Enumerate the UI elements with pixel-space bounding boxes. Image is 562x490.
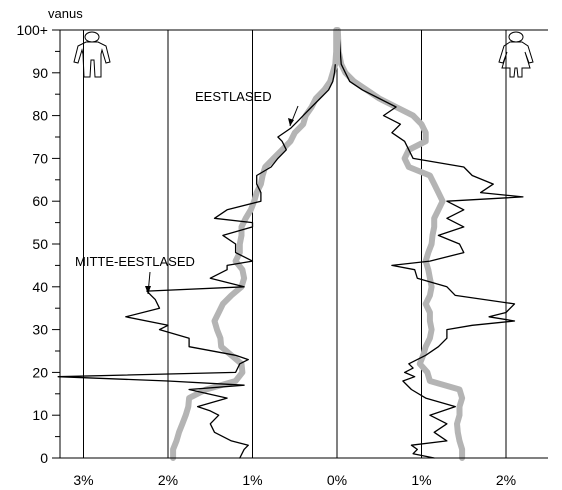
y-tick-label: 50 (32, 236, 48, 252)
x-tick-label: 3% (73, 472, 93, 488)
series-mitte-eestlased-female-line (338, 29, 524, 459)
male-figure-icon (73, 31, 111, 78)
x-tick-label: 1% (411, 472, 431, 488)
annotation-eestlased: EESTLASED (195, 89, 272, 104)
y-tick-label: 0 (40, 450, 48, 466)
x-tick-label: 0% (327, 472, 347, 488)
y-tick-label: 80 (32, 108, 48, 124)
series-layer (57, 27, 524, 461)
female-figure-icon (498, 31, 534, 78)
x-ticks: 3% 2% 1% 0% 1% 2% (73, 472, 516, 488)
y-tick-label: 90 (32, 65, 48, 81)
annotation-eestlased-arrowhead (288, 118, 294, 126)
annotation-mitte-eestlased-arrowhead (145, 286, 151, 294)
y-tick-label: 10 (32, 407, 48, 423)
y-tick-label: 70 (32, 150, 48, 166)
annotation-mitte-eestlased: MITTE-EESTLASED (75, 254, 195, 269)
y-tick-label: 60 (32, 193, 48, 209)
y-axis-label: vanus (48, 6, 83, 21)
x-tick-label: 2% (158, 472, 178, 488)
series-eestlased-female-line (334, 27, 466, 461)
x-tick-label: 2% (496, 472, 516, 488)
y-tick-label: 100+ (16, 22, 48, 38)
series-eestlased-male-line (170, 27, 340, 461)
vertical-gridlines (83, 30, 507, 458)
y-ticks: 0 10 20 30 40 50 60 70 80 90 100+ (16, 22, 60, 466)
y-tick-label: 20 (32, 364, 48, 380)
y-tick-label: 30 (32, 322, 48, 338)
y-tick-label: 40 (32, 279, 48, 295)
series-mitte-eestlased-male-line (57, 29, 337, 459)
x-tick-label: 1% (242, 472, 262, 488)
